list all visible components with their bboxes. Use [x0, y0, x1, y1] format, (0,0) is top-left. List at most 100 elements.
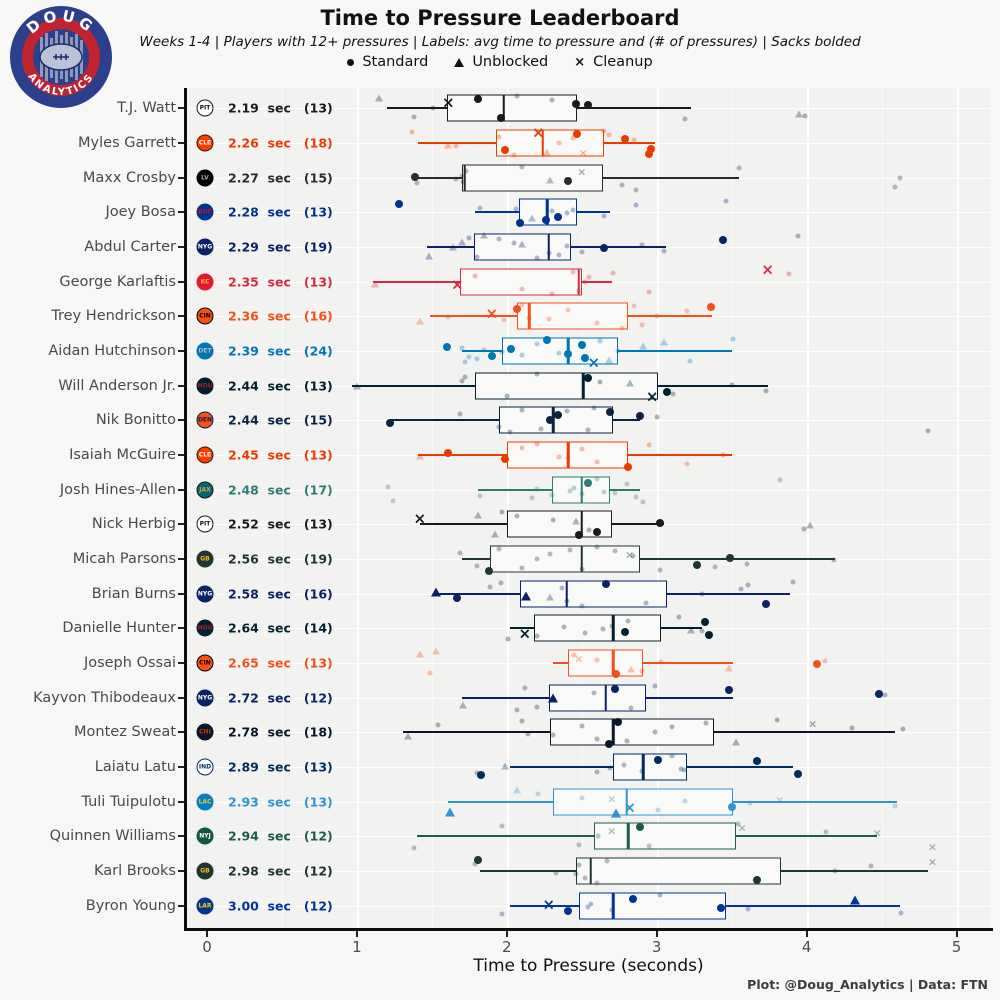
pressure-point-circle — [601, 213, 607, 219]
legend-item-standard: Standard — [347, 54, 428, 70]
pressure-point-circle — [427, 670, 433, 676]
doug-analytics-logo: DOUG ANALYTICS — [10, 6, 112, 108]
sack-point-circle — [583, 478, 592, 487]
pressure-point-circle — [538, 426, 544, 432]
pressure-point-circle — [573, 871, 579, 877]
pressure-point-circle — [631, 303, 637, 309]
pressure-point-triangle — [501, 762, 510, 770]
plot-panel — [187, 88, 990, 928]
pressure-point-circle — [822, 658, 828, 664]
pressure-point-triangle — [571, 517, 580, 525]
pressure-point-circle — [646, 442, 652, 448]
sack-point-triangle — [548, 693, 559, 703]
pressure-point-circle — [519, 302, 525, 308]
boxplot-box — [520, 580, 668, 608]
pressure-point-circle — [526, 315, 532, 321]
pressure-point-circle — [669, 753, 675, 759]
pressure-point-circle — [519, 407, 525, 413]
pressure-point-triangle — [543, 148, 552, 156]
pressure-point-circle — [496, 134, 502, 140]
pressure-point-circle — [571, 485, 577, 491]
pressure-point-circle — [652, 729, 658, 735]
pressure-point-circle — [579, 249, 585, 255]
chart-subtitle: Weeks 1-4 | Players with 12+ pressures |… — [139, 34, 861, 50]
legend-label: Cleanup — [593, 54, 653, 70]
pressure-point-circle — [735, 821, 741, 827]
sack-point-circle — [654, 756, 663, 765]
stat-label: 2.29 sec (19) — [228, 239, 333, 255]
pressure-point-circle — [633, 494, 639, 500]
boxplot-box — [461, 164, 603, 192]
pressure-point-circle — [565, 307, 571, 313]
pressure-point-circle — [591, 405, 597, 411]
pressure-point-circle — [868, 863, 874, 869]
pressure-point-circle — [925, 428, 931, 434]
stat-label: 2.48 sec (17) — [228, 482, 333, 498]
pressure-point-triangle — [415, 650, 424, 658]
pressure-point-circle — [897, 175, 903, 181]
pressure-point-circle — [570, 207, 576, 213]
pressure-point-circle — [499, 823, 505, 829]
pressure-point-circle — [612, 490, 618, 496]
boxplot-whisker-left — [479, 870, 576, 873]
pressure-point-x: × — [625, 548, 635, 562]
pressure-point-circle — [681, 767, 687, 773]
sack-point-circle — [444, 449, 453, 457]
pressure-point-circle — [849, 725, 855, 731]
pressure-point-circle — [579, 795, 585, 801]
stat-label: 2.44 sec (15) — [228, 412, 333, 428]
boxplot-whisker-left — [352, 384, 476, 387]
pressure-point-circle — [511, 240, 517, 246]
pressure-point-circle — [505, 636, 511, 642]
pressure-point-circle — [802, 113, 808, 119]
boxplot-whisker-left — [416, 835, 594, 838]
pressure-point-circle — [457, 550, 463, 556]
y-axis-tick — [178, 592, 184, 595]
pressure-point-circle — [430, 105, 436, 111]
stat-label: 2.36 sec (16) — [228, 308, 333, 324]
pressure-point-circle — [474, 770, 480, 776]
pressure-point-circle — [594, 880, 600, 886]
pressure-point-triangle — [625, 379, 634, 387]
stat-label: 2.65 sec (13) — [228, 655, 333, 671]
pressure-point-triangle — [546, 176, 555, 184]
pressure-point-circle — [519, 565, 525, 571]
pressure-point-circle — [549, 208, 555, 214]
pressure-point-circle — [576, 288, 582, 294]
pressure-point-triangle — [732, 738, 741, 746]
pressure-point-triangle — [660, 338, 669, 346]
x-legend-icon: × — [574, 54, 586, 70]
boxplot-whisker-right — [640, 558, 836, 560]
sack-point-circle — [628, 894, 637, 903]
pressure-point-circle — [474, 563, 480, 569]
boxplot-box — [475, 372, 659, 400]
sack-point-circle — [592, 528, 601, 537]
boxplot-whisker-right — [736, 835, 878, 838]
legend-item-unblocked: Unblocked — [454, 54, 548, 70]
pressure-point-circle — [534, 341, 540, 347]
sack-point-circle — [583, 373, 592, 382]
pressure-point-circle — [556, 140, 562, 146]
boxplot-box — [593, 822, 737, 850]
pressure-point-circle — [588, 901, 594, 907]
pressure-point-circle — [744, 561, 750, 567]
boxplot-median — [567, 441, 570, 469]
sack-point-circle — [484, 567, 493, 575]
player-name: Danielle Hunter — [62, 620, 176, 637]
team-logo: LAR — [196, 897, 214, 915]
pressure-point-circle — [556, 350, 562, 356]
player-name: Joey Bosa — [105, 204, 176, 221]
pressure-point-circle — [640, 499, 646, 505]
boxplot-whisker-right — [577, 211, 611, 214]
pressure-point-circle — [570, 269, 576, 275]
pressure-point-triangle — [687, 626, 696, 634]
sack-point-circle — [693, 561, 702, 569]
sack-point-circle — [717, 903, 726, 912]
pressure-point-circle — [459, 345, 465, 351]
team-logo: HOU — [196, 619, 214, 637]
boxplot-median — [565, 580, 568, 608]
pressure-point-circle — [678, 766, 684, 772]
x-axis-tick — [655, 931, 658, 937]
boxplot-median — [611, 718, 615, 746]
y-axis-tick — [178, 419, 184, 422]
